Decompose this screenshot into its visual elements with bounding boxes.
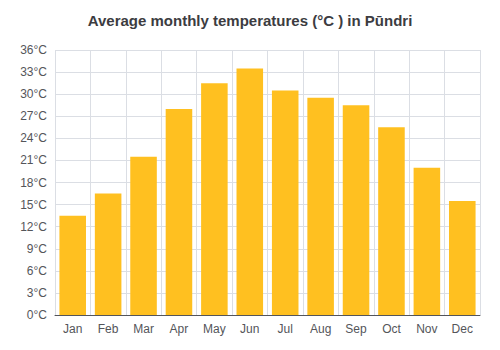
svg-text:0°C: 0°C	[27, 308, 47, 322]
svg-text:36°C: 36°C	[20, 43, 47, 57]
svg-text:6°C: 6°C	[27, 264, 47, 278]
svg-text:Aug: Aug	[310, 322, 331, 336]
svg-text:Nov: Nov	[416, 322, 437, 336]
svg-text:Jul: Jul	[278, 322, 293, 336]
svg-text:9°C: 9°C	[27, 242, 47, 256]
svg-text:Average monthly temperatures (: Average monthly temperatures (°C ) in Pū…	[88, 12, 413, 29]
svg-text:12°C: 12°C	[20, 220, 47, 234]
svg-text:27°C: 27°C	[20, 109, 47, 123]
svg-text:3°C: 3°C	[27, 286, 47, 300]
svg-text:Mar: Mar	[133, 322, 154, 336]
svg-text:Sep: Sep	[345, 322, 367, 336]
svg-text:Apr: Apr	[170, 322, 189, 336]
svg-text:Oct: Oct	[382, 322, 401, 336]
svg-text:33°C: 33°C	[20, 65, 47, 79]
svg-text:15°C: 15°C	[20, 198, 47, 212]
svg-text:30°C: 30°C	[20, 87, 47, 101]
svg-text:Jun: Jun	[240, 322, 259, 336]
svg-text:18°C: 18°C	[20, 176, 47, 190]
svg-text:21°C: 21°C	[20, 153, 47, 167]
svg-text:Feb: Feb	[98, 322, 119, 336]
svg-text:May: May	[203, 322, 226, 336]
svg-text:24°C: 24°C	[20, 131, 47, 145]
svg-text:Dec: Dec	[452, 322, 473, 336]
svg-text:Jan: Jan	[63, 322, 82, 336]
